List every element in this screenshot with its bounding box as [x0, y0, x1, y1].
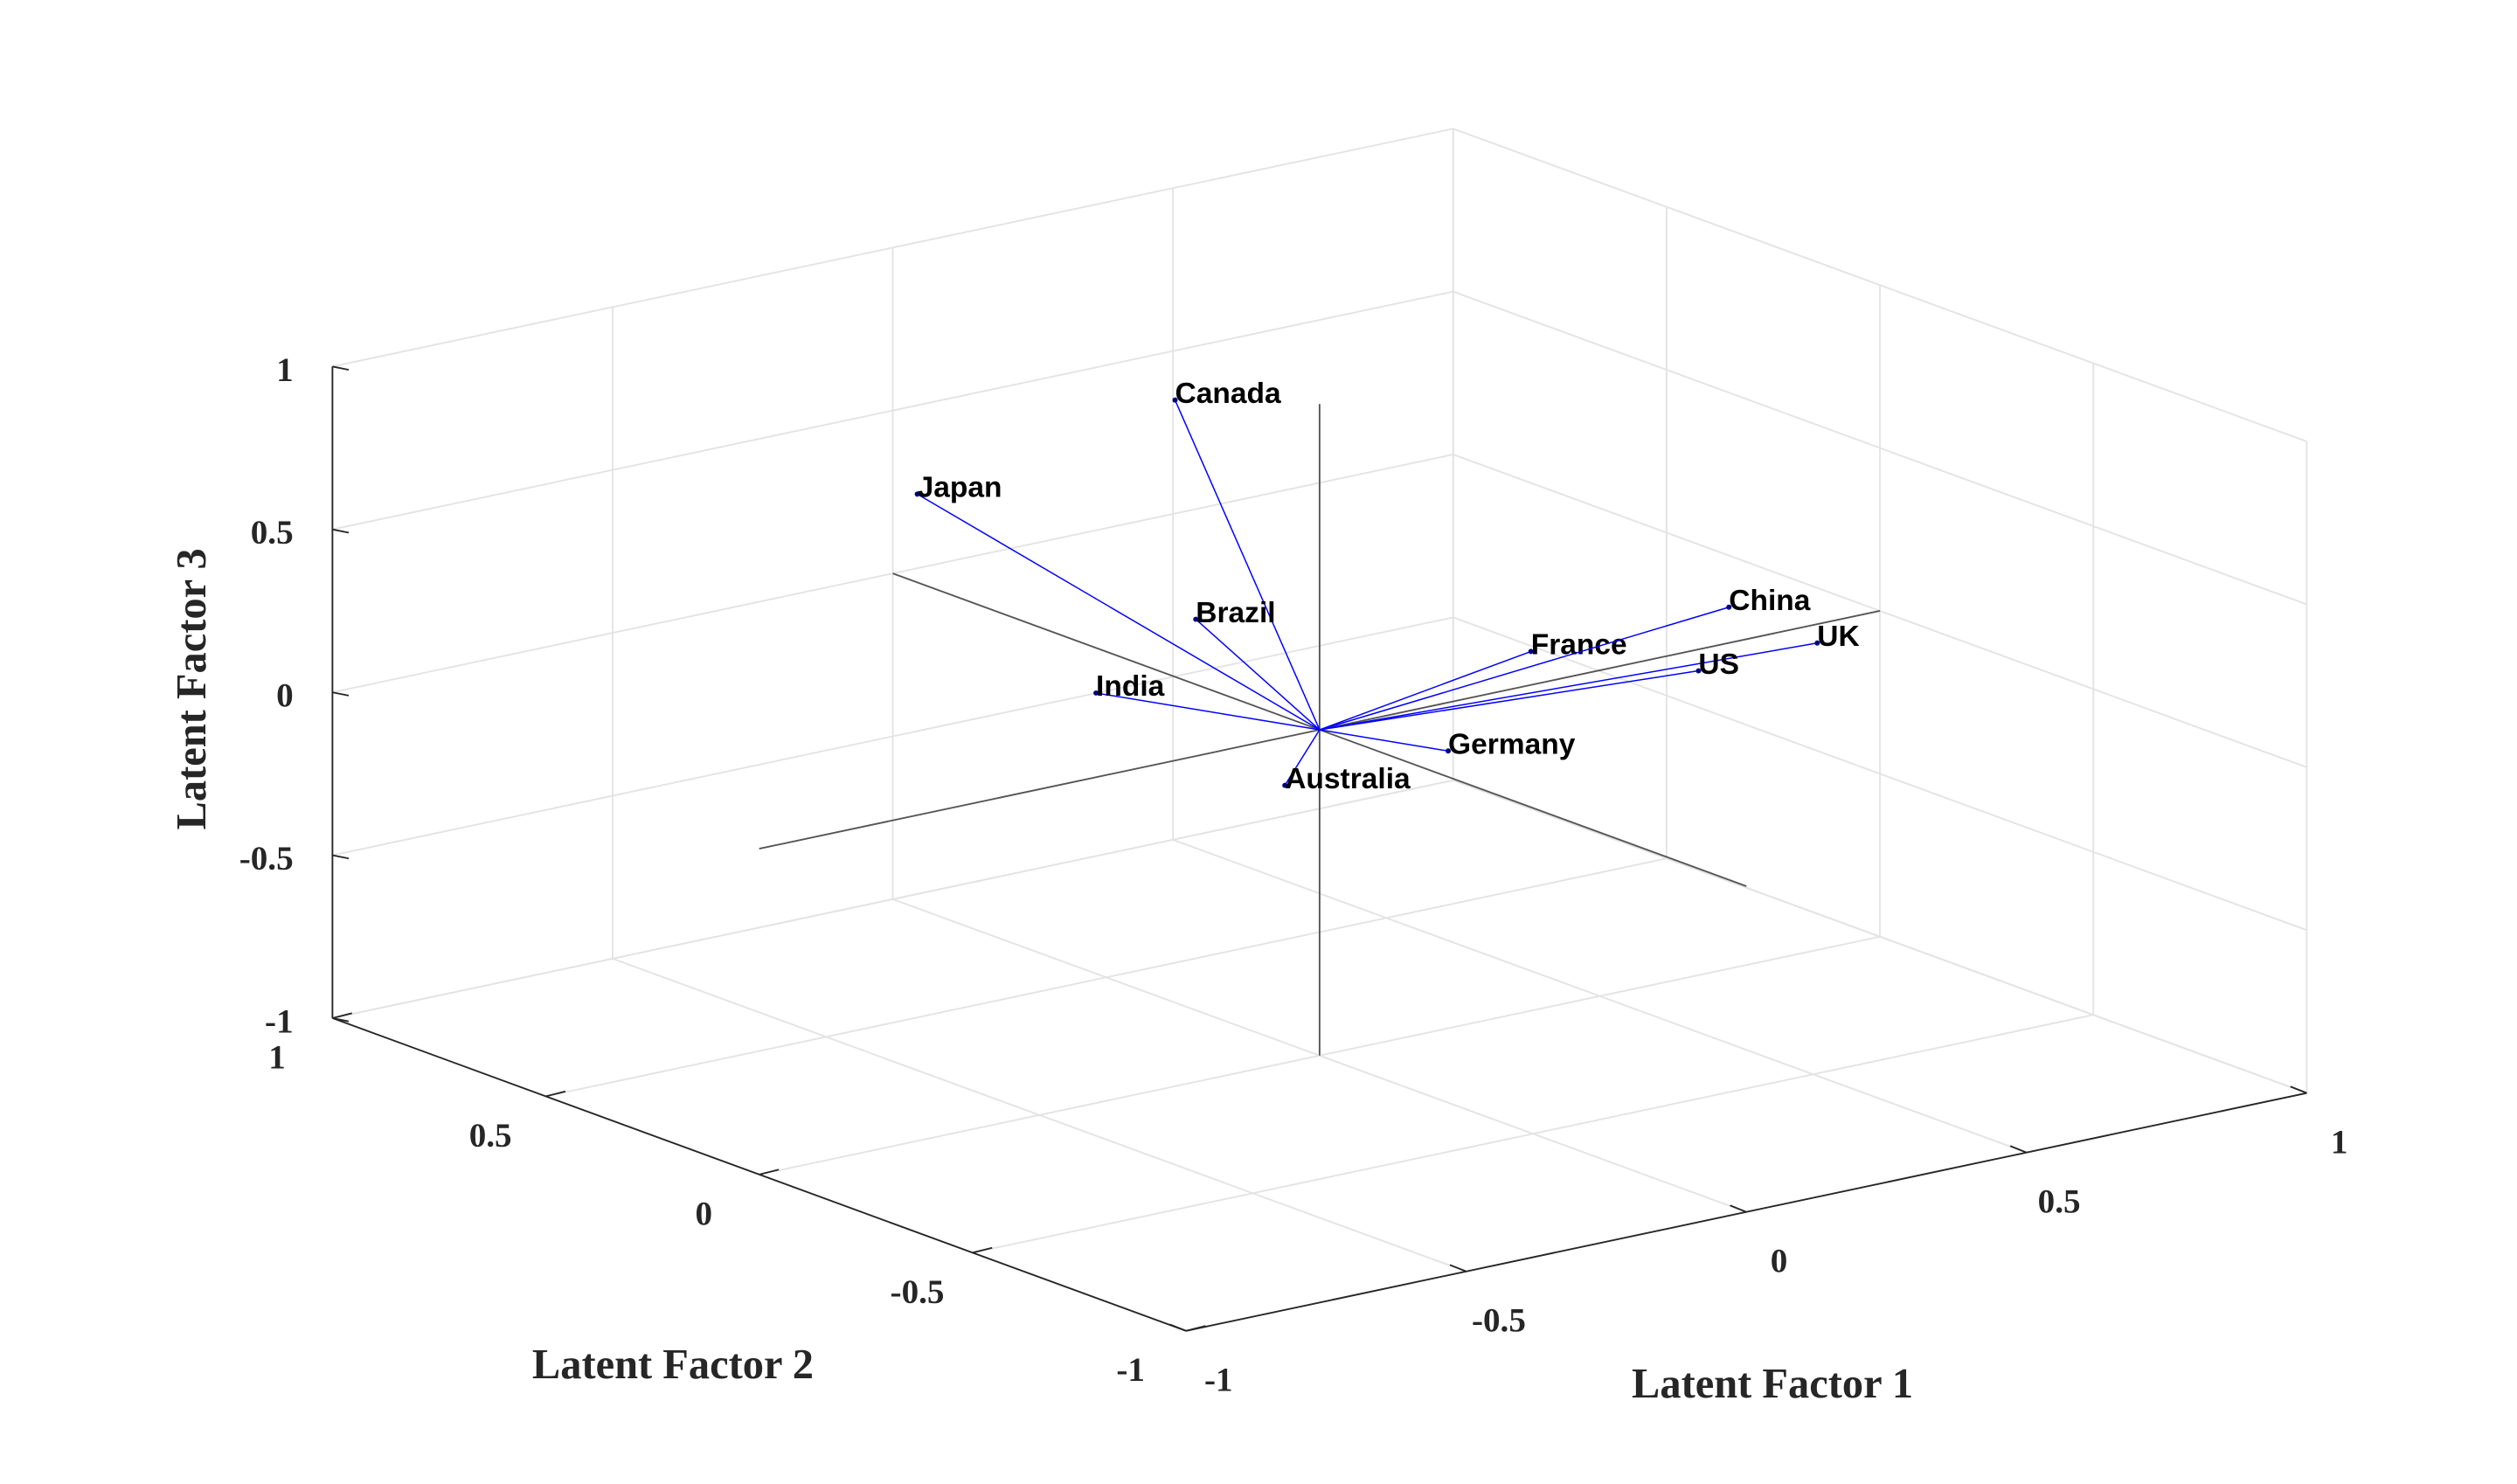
grid-line	[972, 1014, 2094, 1254]
marks: Canada Japan Brazil India Germany Australia Fr…	[914, 378, 1860, 795]
axes: -1-0.500.51-1-0.500.51-1-0.500.51	[239, 351, 2348, 1399]
vector	[1319, 650, 1531, 731]
tick-mark	[545, 1090, 566, 1098]
point	[1282, 782, 1288, 788]
tick-mark	[1169, 1323, 1187, 1332]
point-label: Brazil	[1196, 597, 1275, 629]
tick-mark	[1449, 1264, 1467, 1272]
point	[1726, 604, 1732, 610]
point-label: France	[1531, 629, 1627, 662]
y-tick-label: 0.5	[469, 1117, 512, 1155]
y-tick-label: -1	[1116, 1351, 1145, 1389]
tick-mark	[1185, 1325, 1206, 1332]
grid-line	[545, 857, 1668, 1098]
grid-line	[1453, 290, 2307, 606]
x-axis-label: Latent Factor 1	[1632, 1361, 1913, 1407]
y-tick-label: 1	[268, 1038, 286, 1076]
x-tick-label: 1	[2331, 1123, 2348, 1161]
vector	[1195, 619, 1321, 731]
grid-line	[1453, 616, 2307, 932]
z-tick-label: 0.5	[251, 514, 294, 551]
grid-line	[1453, 128, 2307, 442]
tick-mark	[332, 1017, 350, 1023]
tick-mark	[332, 365, 350, 371]
vector	[1319, 729, 1449, 752]
x-tick-label: -1	[1204, 1361, 1233, 1398]
point	[1446, 748, 1452, 754]
point	[1193, 616, 1199, 622]
vector	[1284, 729, 1321, 786]
y-axis-label: Latent Factor 2	[532, 1342, 814, 1388]
vector	[1174, 399, 1321, 731]
z-tick-label: -0.5	[239, 840, 294, 877]
grid-line	[332, 616, 1453, 856]
y-tick-label: -0.5	[891, 1273, 945, 1311]
point-label: US	[1698, 648, 1739, 681]
tick-mark	[332, 1012, 352, 1019]
y-tick-label: 0	[696, 1195, 713, 1232]
tick-mark	[1730, 1204, 1747, 1213]
point-label: UK	[1817, 621, 1859, 653]
grid-line	[1453, 779, 2307, 1094]
point-label: India	[1096, 670, 1165, 703]
point-label: Australia	[1285, 763, 1411, 795]
point	[914, 491, 920, 497]
point-label: Germany	[1448, 729, 1576, 761]
grid-line	[332, 290, 1453, 530]
tick-mark	[2290, 1085, 2307, 1094]
vector	[1319, 669, 1699, 731]
tick-mark	[759, 1168, 780, 1175]
vector	[1095, 692, 1321, 731]
tick-mark	[972, 1246, 993, 1254]
z-axis-label: Latent Factor 3	[169, 548, 215, 829]
point	[1093, 690, 1099, 696]
x-tick-label: 0	[1771, 1242, 1788, 1279]
x-tick-label: -0.5	[1472, 1301, 1526, 1339]
z-tick-label: 0	[276, 677, 294, 715]
point-label: Japan	[918, 472, 1002, 504]
grid-line	[332, 128, 1453, 368]
vector	[917, 493, 1321, 731]
point-label: Canada	[1175, 378, 1280, 410]
point	[1172, 397, 1178, 403]
point-label: China	[1729, 585, 1810, 617]
point	[1814, 640, 1820, 646]
z-tick-label: 1	[276, 351, 294, 389]
tick-mark	[332, 691, 350, 697]
vector	[1319, 607, 1730, 731]
z-tick-label: -1	[265, 1002, 294, 1040]
tick-mark	[2009, 1145, 2028, 1154]
vector	[1319, 642, 1818, 731]
point	[1695, 668, 1702, 674]
x-tick-label: 0.5	[2038, 1182, 2081, 1220]
point	[1528, 648, 1534, 655]
tick-mark	[332, 528, 350, 534]
grid-line	[332, 779, 1453, 1019]
tick-mark	[332, 854, 350, 860]
